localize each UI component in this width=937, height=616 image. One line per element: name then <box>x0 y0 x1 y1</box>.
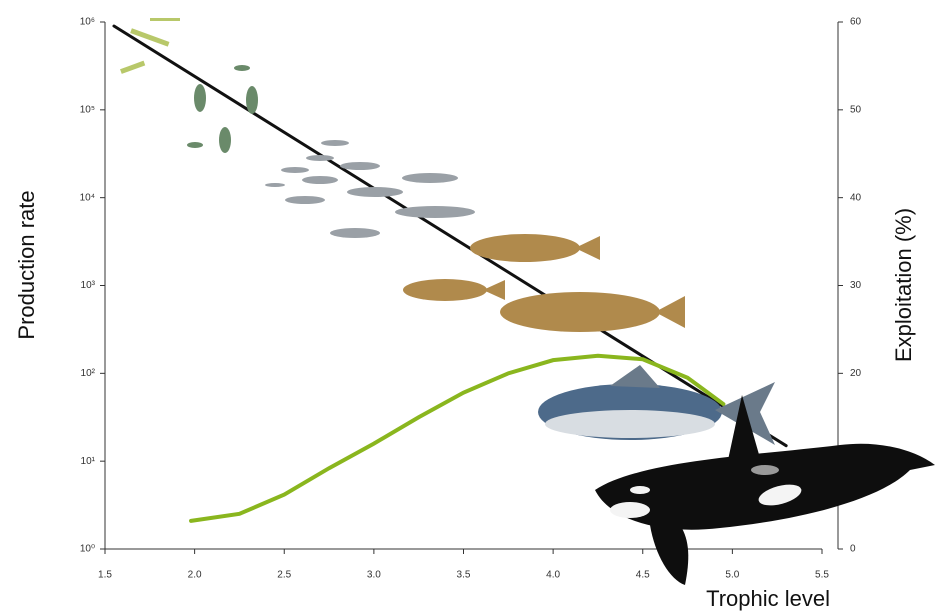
series-line <box>189 353 726 523</box>
y2-tick-label: 30 <box>850 280 862 291</box>
y2-tick-label: 60 <box>850 17 862 28</box>
x-tick-label: 3.5 <box>457 570 471 581</box>
y-tick-label: 10⁵ <box>80 104 95 115</box>
x-tick-label: 3.0 <box>367 570 381 581</box>
x-axis-label: Trophic level <box>706 586 830 611</box>
x-tick-label: 1.5 <box>98 570 112 581</box>
x-tick-label: 2.0 <box>188 570 202 581</box>
x-tick-label: 4.0 <box>546 570 560 581</box>
plot: 1.5 2.0 2.5 3.0 3.5 4.0 4.5 5.0 5.5 10⁰ 10¹ 10² 10³ 1… <box>80 17 862 581</box>
y2-tick-label: 20 <box>850 368 862 379</box>
y2-axis-label: Exploitation (%) <box>891 208 916 362</box>
y2-tick-label: 50 <box>850 104 862 115</box>
series-line <box>112 24 788 448</box>
x-tick-label: 5.5 <box>815 570 829 581</box>
y-tick-label: 10⁰ <box>80 544 95 555</box>
x-tick-label: 2.5 <box>277 570 291 581</box>
y-tick-label: 10¹ <box>81 456 96 467</box>
y-tick-label: 10³ <box>81 280 96 291</box>
y-axis-label: Production rate <box>14 190 39 339</box>
y-tick-label: 10² <box>81 368 96 379</box>
y2-tick-label: 0 <box>850 544 856 555</box>
x-tick-label: 4.5 <box>636 570 650 581</box>
y-tick-label: 10⁶ <box>80 17 95 28</box>
y-tick-label: 10⁴ <box>80 192 95 203</box>
illustrations <box>120 18 935 585</box>
x-tick-label: 5.0 <box>725 570 739 581</box>
y2-tick-label: 40 <box>850 192 862 203</box>
